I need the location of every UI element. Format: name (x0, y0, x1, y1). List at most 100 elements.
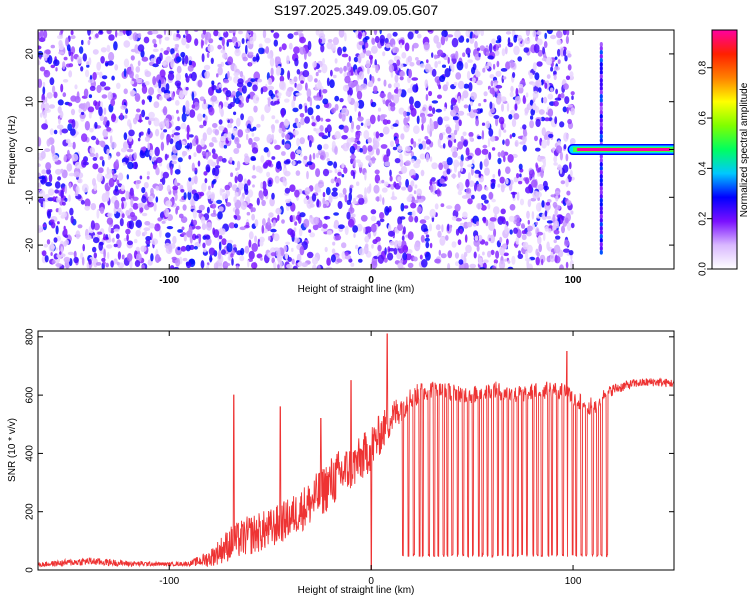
noise-speckle (457, 110, 465, 116)
vertical-streak-dot (599, 57, 603, 63)
noise-speckle (293, 46, 300, 54)
noise-speckle (373, 30, 378, 36)
noise-speckle (352, 225, 358, 233)
noise-speckle (230, 30, 237, 33)
noise-speckle (351, 120, 354, 130)
noise-speckle (331, 191, 338, 197)
noise-speckle (443, 106, 446, 112)
noise-speckle (71, 119, 76, 129)
noise-speckle (159, 69, 166, 78)
noise-speckle (556, 39, 562, 46)
noise-speckle (455, 50, 459, 60)
noise-speckle (284, 187, 291, 194)
y-tick-label: 10 (25, 96, 36, 108)
colorbar-tick-label: 0.4 (698, 161, 709, 175)
noise-speckle (201, 102, 208, 110)
noise-speckle (130, 197, 134, 208)
noise-speckle (554, 116, 558, 125)
noise-speckle (517, 34, 523, 42)
noise-speckle (490, 135, 496, 142)
noise-speckle (332, 187, 338, 192)
noise-speckle (125, 108, 129, 114)
noise-speckle (479, 161, 483, 171)
noise-speckle (517, 253, 524, 259)
noise-speckle (141, 85, 148, 94)
noise-speckle (202, 242, 206, 249)
noise-speckle (306, 88, 312, 98)
noise-speckle (364, 42, 369, 49)
noise-speckle (277, 214, 280, 221)
noise-speckle (437, 49, 444, 57)
noise-speckle (233, 214, 237, 219)
noise-speckle (121, 201, 124, 210)
noise-speckle (375, 131, 380, 139)
noise-speckle (309, 97, 313, 107)
noise-speckle (499, 216, 506, 222)
noise-speckle (565, 261, 569, 269)
noise-speckle (38, 137, 42, 147)
noise-speckle (203, 64, 211, 71)
noise-speckle (41, 250, 47, 257)
noise-speckle (102, 128, 108, 138)
noise-speckle (296, 83, 303, 91)
noise-speckle (205, 234, 211, 240)
noise-speckle (44, 55, 48, 61)
noise-speckle (461, 94, 464, 102)
noise-speckle (219, 187, 223, 196)
noise-speckle (290, 151, 296, 160)
noise-speckle (531, 179, 538, 188)
noise-speckle (121, 254, 125, 260)
noise-speckle (132, 202, 139, 210)
noise-speckle (491, 147, 496, 151)
noise-speckle (287, 257, 293, 262)
noise-speckle (474, 235, 479, 241)
noise-speckle (256, 123, 261, 128)
noise-speckle (358, 41, 365, 46)
noise-speckle (564, 96, 570, 105)
noise-speckle (430, 184, 434, 193)
noise-speckle (442, 143, 446, 149)
noise-speckle (245, 31, 249, 40)
noise-speckle (223, 144, 228, 149)
noise-speckle (238, 30, 243, 35)
noise-speckle (565, 35, 570, 45)
noise-speckle (379, 218, 385, 223)
noise-speckle (456, 60, 464, 71)
vertical-streak-dot (599, 177, 603, 183)
noise-speckle (555, 145, 563, 154)
noise-speckle (407, 262, 414, 268)
noise-speckle (315, 168, 321, 178)
noise-speckle (468, 180, 475, 187)
noise-speckle (43, 69, 51, 78)
noise-speckle (451, 241, 457, 248)
noise-speckle (318, 38, 323, 44)
noise-speckle (180, 245, 187, 252)
noise-speckle (389, 140, 395, 148)
vertical-streak-dot (599, 217, 603, 223)
noise-speckle (252, 184, 255, 188)
noise-speckle (341, 242, 347, 249)
noise-speckle (205, 164, 211, 173)
noise-speckle (284, 143, 291, 149)
noise-speckle (165, 232, 171, 238)
noise-speckle (538, 202, 541, 211)
noise-speckle (487, 203, 491, 210)
noise-speckle (566, 190, 571, 196)
noise-speckle (240, 201, 247, 210)
noise-speckle (251, 147, 259, 154)
noise-speckle (505, 31, 512, 35)
noise-speckle (359, 52, 366, 59)
noise-speckle (152, 38, 157, 45)
noise-speckle (407, 115, 410, 122)
noise-speckle (218, 206, 224, 212)
noise-speckle (334, 58, 338, 64)
noise-speckle (97, 231, 103, 235)
noise-speckle (85, 69, 90, 78)
noise-speckle (401, 235, 405, 241)
noise-speckle (545, 201, 551, 206)
noise-speckle (547, 93, 554, 100)
noise-speckle (550, 194, 556, 198)
noise-speckle (180, 189, 185, 193)
vertical-streak-dot (599, 173, 603, 179)
noise-speckle (544, 225, 549, 232)
